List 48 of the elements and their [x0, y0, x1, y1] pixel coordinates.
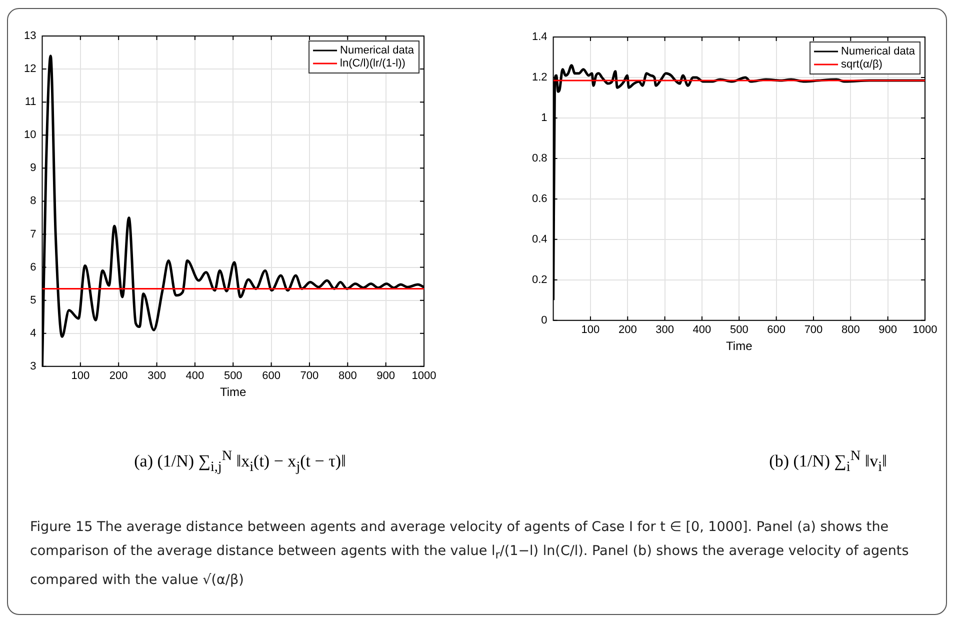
x-tick-label: 100: [71, 370, 90, 382]
x-tick-label: 500: [224, 370, 242, 382]
y-tick-label: 6: [30, 261, 36, 274]
y-tick-label: 0.4: [532, 233, 548, 246]
y-tick-label: 10: [24, 129, 36, 142]
legend-label: ln(C/l)(lr/(1-l)): [340, 58, 406, 70]
y-tick-label: 0.2: [532, 274, 548, 286]
y-tick-label: 12: [24, 63, 36, 76]
x-tick-label: 800: [338, 370, 357, 382]
legend-label: Numerical data: [841, 46, 916, 58]
legend-label: Numerical data: [340, 44, 415, 57]
y-tick-label: 0.8: [532, 152, 548, 164]
text: (a) (1/N) ∑$_{i,j}$$^{N}$ ‖x$_{i}$(t) − x$_{j}$(t − τ)‖: [133, 448, 347, 476]
x-tick-label: 400: [186, 370, 204, 382]
y-tick-label: 13: [24, 30, 36, 42]
legend-label: sqrt(α/β): [841, 58, 882, 71]
y-tick-label: 9: [30, 162, 36, 174]
x-tick-label: 1000: [912, 324, 938, 336]
y-tick-label: 5: [30, 294, 36, 306]
x-tick-label: 400: [692, 324, 712, 336]
y-tick-label: 4: [30, 327, 36, 340]
x-tick-label: 700: [300, 370, 319, 382]
x-tick-label: 500: [730, 324, 748, 336]
y-tick-label: 1: [541, 112, 548, 124]
y-tick-label: 3: [30, 360, 36, 372]
x-axis-title: Time: [220, 385, 247, 400]
y-tick-label: 1.2: [532, 72, 548, 84]
x-tick-label: 300: [656, 324, 674, 336]
x-tick-label: 600: [262, 370, 280, 382]
y-tick-label: 7: [30, 228, 36, 240]
x-tick-label: 900: [878, 324, 898, 336]
y-tick-label: 0: [541, 314, 548, 326]
x-tick-label: 700: [804, 324, 823, 336]
x-tick-label: 900: [376, 370, 396, 382]
x-tick-label: 300: [148, 370, 166, 382]
y-tick-label: 1.4: [532, 31, 548, 44]
text: (b) (1/N) ∑$_{i}$$^{N}$ ‖v$_{i}$‖: [768, 448, 888, 476]
text: Figure 15 The average distance between agents and average velocity of agents of Case I for t ∈ [0, 1000]. Panel (a) shows the comparison of the average distance between agents with the value l$_{r}$/(1−l) ln(C/l). Panel (b) shows the average velocity of agents compared with the value √(α/β): [30, 519, 909, 588]
x-tick-label: 1000: [412, 370, 436, 382]
y-tick-label: 11: [24, 96, 36, 108]
y-tick-label: 8: [30, 195, 36, 208]
y-tick-label: 0.6: [532, 192, 548, 205]
x-tick-label: 800: [841, 324, 860, 336]
x-tick-label: 100: [581, 324, 600, 336]
x-tick-label: 600: [767, 324, 786, 336]
x-tick-label: 200: [618, 324, 637, 336]
x-tick-label: 200: [109, 370, 128, 382]
x-axis-title: Time: [726, 339, 753, 354]
